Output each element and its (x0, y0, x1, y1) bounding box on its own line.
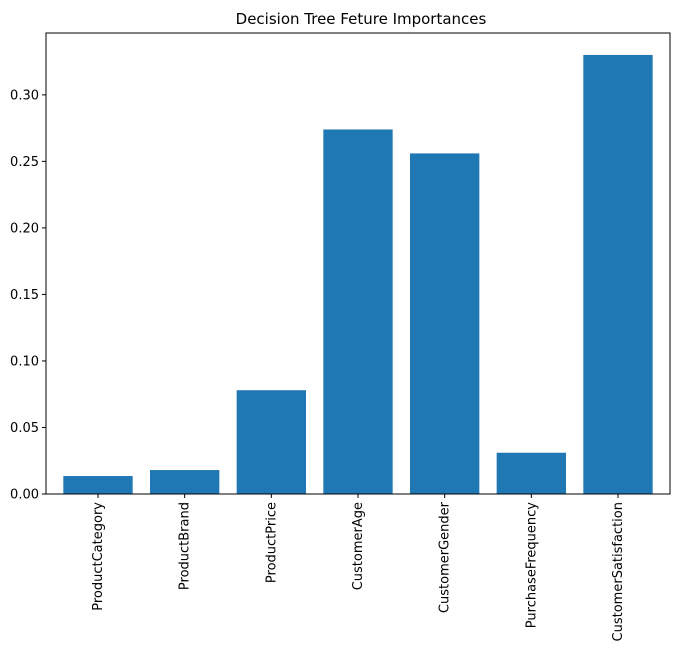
y-tick-label: 0.10 (10, 354, 39, 369)
x-axis: ProductCategory ProductBrand ProductPrice C… (91, 494, 626, 641)
y-tick-label: 0.05 (10, 421, 39, 436)
y-axis: 0.00 0.05 0.10 0.15 0.20 0.25 0.30 (10, 88, 46, 503)
x-tick-label: PurchaseFrequency (524, 502, 539, 628)
bar-ProductBrand (150, 470, 220, 494)
y-tick-label: 0.00 (10, 488, 39, 503)
bar-ProductCategory (63, 476, 133, 494)
x-tick-label: CustomerSatisfaction (611, 502, 626, 641)
bar-CustomerGender (410, 153, 480, 494)
x-tick-label: CustomerAge (351, 502, 366, 590)
y-tick-label: 0.25 (10, 155, 39, 170)
y-tick-label: 0.30 (10, 88, 39, 103)
x-tick-label: ProductBrand (178, 502, 193, 590)
x-tick-label: ProductCategory (91, 502, 106, 611)
bar-CustomerSatisfaction (583, 54, 653, 494)
bars-layer (63, 54, 653, 494)
x-tick-label: ProductPrice (264, 502, 279, 583)
chart-title: Decision Tree Feture Importances (236, 10, 487, 28)
y-tick-label: 0.20 (10, 221, 39, 236)
x-tick-label: CustomerGender (438, 501, 453, 613)
y-tick-label: 0.15 (10, 288, 39, 303)
plot-frame (45, 32, 671, 495)
bar-CustomerAge (323, 129, 393, 494)
bar-PurchaseFrequency (496, 452, 566, 494)
bar-ProductPrice (236, 390, 306, 494)
